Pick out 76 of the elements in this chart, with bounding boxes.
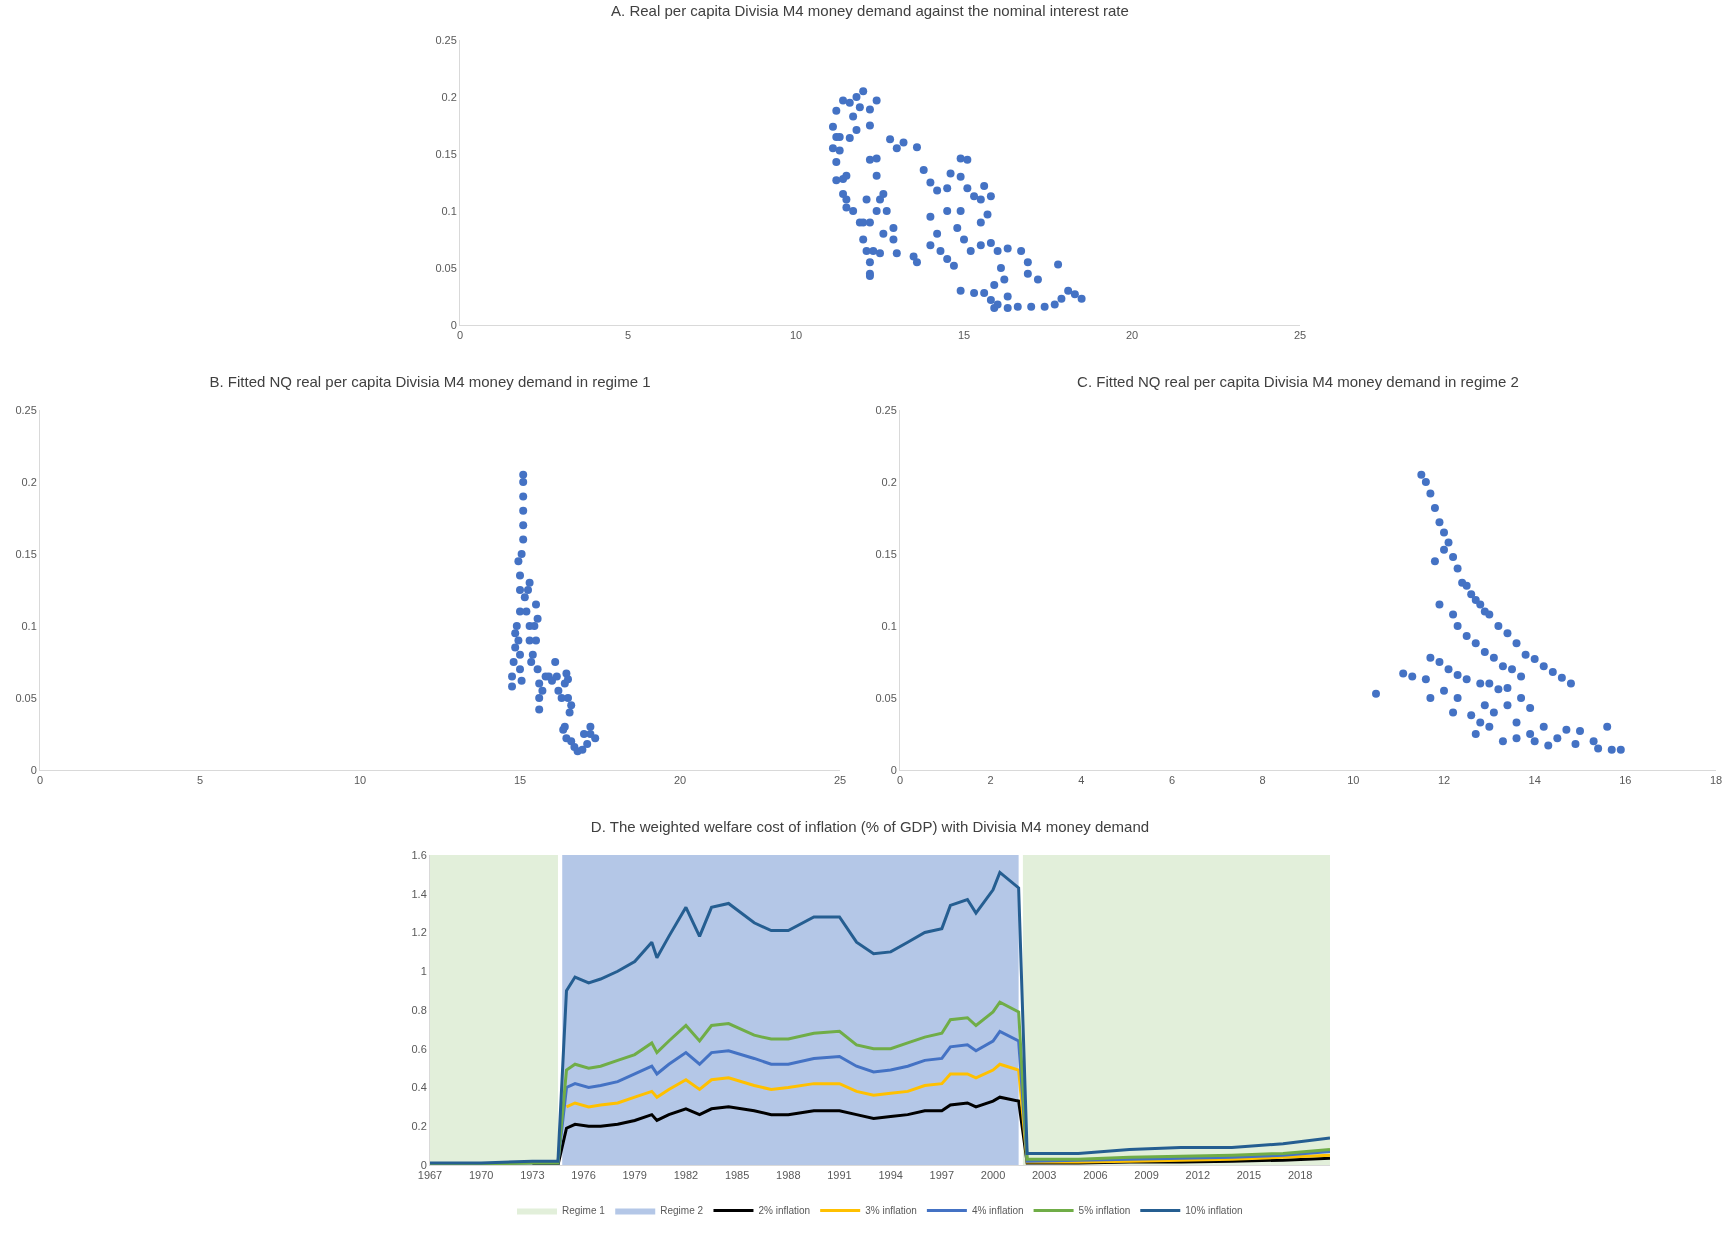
chart-title: D. The weighted welfare cost of inflation (% of GDP) with Divisia M4 money demand [590, 817, 1150, 835]
y-tick-label: 0.2 [21, 475, 37, 488]
y-tick-label: 0.25 [15, 403, 37, 416]
legend-label: 5% inflation [1078, 1205, 1131, 1217]
y-tick-label: 0.05 [15, 691, 37, 704]
x-tick-label: 2003 [1031, 1169, 1057, 1182]
x-tick-label: 25 [833, 774, 847, 787]
x-tick-label: 2 [987, 774, 994, 787]
y-tick-label: 0 [30, 763, 37, 776]
y-tick-label: 1 [420, 965, 427, 978]
x-tick-label: 1970 [468, 1169, 494, 1182]
x-tick-label: 2009 [1134, 1169, 1159, 1182]
x-tick-label: 5 [624, 329, 632, 342]
legend-label: Regime 1 [562, 1205, 606, 1217]
x-tick-label: 10 [353, 774, 367, 787]
x-tick-label: 15 [957, 329, 971, 342]
x-tick-label: 1994 [878, 1169, 903, 1182]
chart-title: A. Real per capita Divisia M4 money demand against the nominal interest rate [611, 1, 1129, 19]
y-tick-label: 0.15 [15, 547, 37, 560]
y-tick-label: 0 [450, 318, 457, 331]
legend-label: Regime 2 [660, 1205, 704, 1217]
x-tick-label: 2015 [1236, 1169, 1262, 1182]
chart-title: C. Fitted NQ real per capita Divisia M4 money demand in regime 2 [1077, 372, 1519, 390]
x-tick-label: 2018 [1287, 1169, 1313, 1182]
x-tick-label: 1982 [673, 1169, 699, 1182]
x-tick-label: 20 [673, 774, 687, 787]
x-tick-label: 16 [1619, 774, 1632, 787]
y-tick-label: 0.25 [875, 403, 897, 416]
x-tick-label: 5 [196, 774, 204, 787]
line-series [564, 1062, 1330, 1164]
x-tick-label: 1976 [571, 1169, 596, 1182]
y-tick-label: 0.1 [881, 619, 897, 632]
y-tick-label: 0.8 [411, 1003, 427, 1016]
y-tick-label: 0.15 [875, 547, 897, 560]
y-tick-label: 0.1 [441, 204, 457, 217]
x-tick-label: 2012 [1185, 1169, 1211, 1182]
x-tick-label: 1985 [724, 1169, 750, 1182]
x-tick-label: 1991 [827, 1169, 852, 1182]
y-tick-label: 0.05 [435, 261, 457, 274]
y-tick-label: 0.2 [411, 1120, 427, 1133]
y-tick-label: 0 [420, 1158, 427, 1171]
x-tick-label: 10 [1347, 774, 1360, 787]
x-tick-label: 2006 [1083, 1169, 1108, 1182]
x-tick-label: 1997 [929, 1169, 955, 1182]
y-tick-label: 0.4 [411, 1081, 427, 1094]
x-tick-label: 15 [513, 774, 527, 787]
y-tick-label: 1.6 [411, 848, 427, 861]
x-tick-label: 14 [1528, 774, 1541, 787]
y-tick-label: 0.2 [441, 90, 457, 103]
y-tick-label: 0.25 [435, 33, 457, 46]
legend-label: 3% inflation [865, 1205, 917, 1217]
legend-label: 2% inflation [758, 1205, 811, 1217]
x-tick-label: 1973 [520, 1169, 545, 1182]
x-tick-label: 10 [789, 329, 803, 342]
y-tick-label: 1.2 [411, 926, 427, 939]
y-tick-label: 0.1 [21, 619, 37, 632]
legend-label: 4% inflation [971, 1205, 1024, 1217]
y-tick-label: 0.05 [875, 691, 897, 704]
y-tick-label: 0.6 [411, 1042, 427, 1055]
x-tick-label: 1979 [622, 1169, 647, 1182]
chart-title: B. Fitted NQ real per capita Divisia M4 money demand in regime 1 [209, 372, 651, 390]
x-tick-label: 4 [1078, 774, 1085, 787]
y-tick-label: 0.2 [881, 475, 897, 488]
x-tick-label: 8 [1259, 774, 1266, 787]
y-tick-label: 0.15 [435, 147, 457, 160]
x-tick-label: 1988 [776, 1169, 801, 1182]
x-tick-label: 2000 [980, 1169, 1006, 1182]
y-tick-label: 0 [890, 763, 897, 776]
x-tick-label: 6 [1168, 774, 1176, 787]
x-tick-label: 18 [1709, 774, 1723, 787]
x-tick-label: 25 [1293, 329, 1307, 342]
x-tick-label: 20 [1125, 329, 1139, 342]
y-tick-label: 1.4 [411, 887, 427, 900]
x-tick-label: 12 [1437, 774, 1451, 787]
legend-label: 10% inflation [1185, 1205, 1243, 1217]
x-tick-label: 1967 [417, 1169, 443, 1182]
